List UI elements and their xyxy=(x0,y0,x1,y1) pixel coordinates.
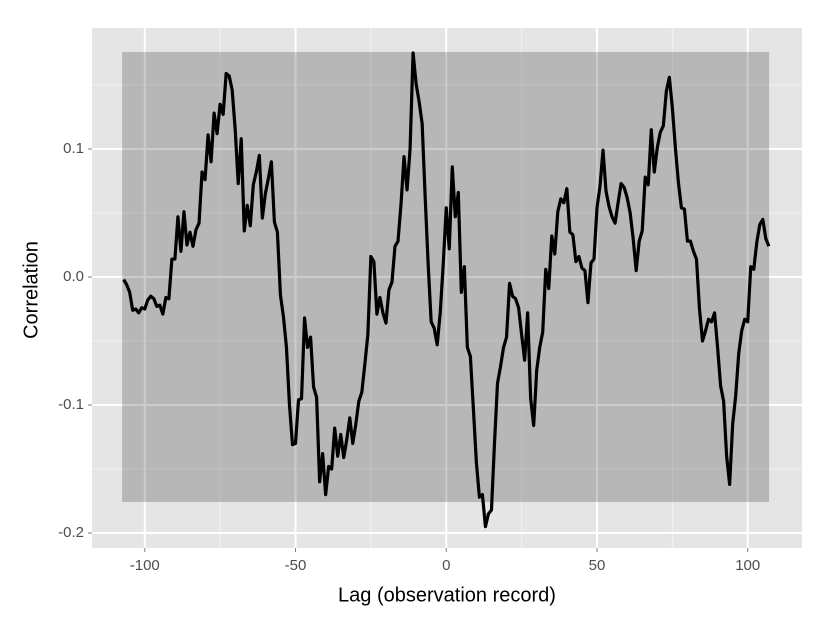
x-tick-label: 100 xyxy=(735,557,760,574)
x-tick-label: 50 xyxy=(589,557,606,574)
x-axis-title: Lag (observation record) xyxy=(338,584,556,606)
y-tick-label: -0.2 xyxy=(58,524,84,541)
x-tick-label: -50 xyxy=(285,557,307,574)
x-tick-label: 0 xyxy=(442,557,450,574)
y-tick-label: -0.1 xyxy=(58,396,84,413)
x-tick-label: -100 xyxy=(130,557,160,574)
y-axis-title: Correlation xyxy=(20,241,42,339)
data-line xyxy=(122,51,771,529)
y-tick-label: 0.1 xyxy=(63,140,84,157)
y-tick-label: 0.0 xyxy=(63,268,84,285)
